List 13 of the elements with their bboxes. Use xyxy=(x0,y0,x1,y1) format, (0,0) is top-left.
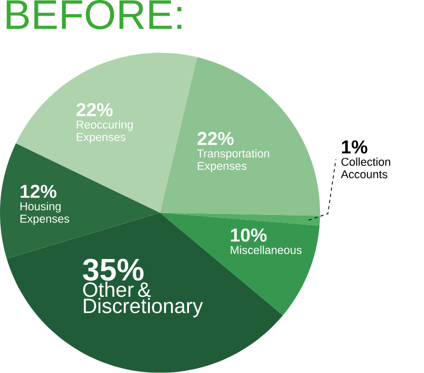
data-label: 12% xyxy=(20,184,56,198)
slice-label: Miscellaneous xyxy=(230,246,302,254)
slice-label: Transportation Expenses xyxy=(197,149,270,172)
slice-label: Other & Discretionary xyxy=(83,282,203,318)
data-label: 1% xyxy=(342,140,368,154)
chart-title: BEFORE: xyxy=(6,0,182,30)
slice-label: Collection Accounts xyxy=(340,158,390,178)
slice-label: Housing Expenses xyxy=(20,202,70,226)
slice-label: Reoccuring Expenses xyxy=(76,120,133,144)
data-label: 10% xyxy=(231,228,267,242)
data-label: 35% xyxy=(82,258,144,281)
data-label: 22% xyxy=(198,132,234,146)
data-label: 22% xyxy=(76,103,113,116)
